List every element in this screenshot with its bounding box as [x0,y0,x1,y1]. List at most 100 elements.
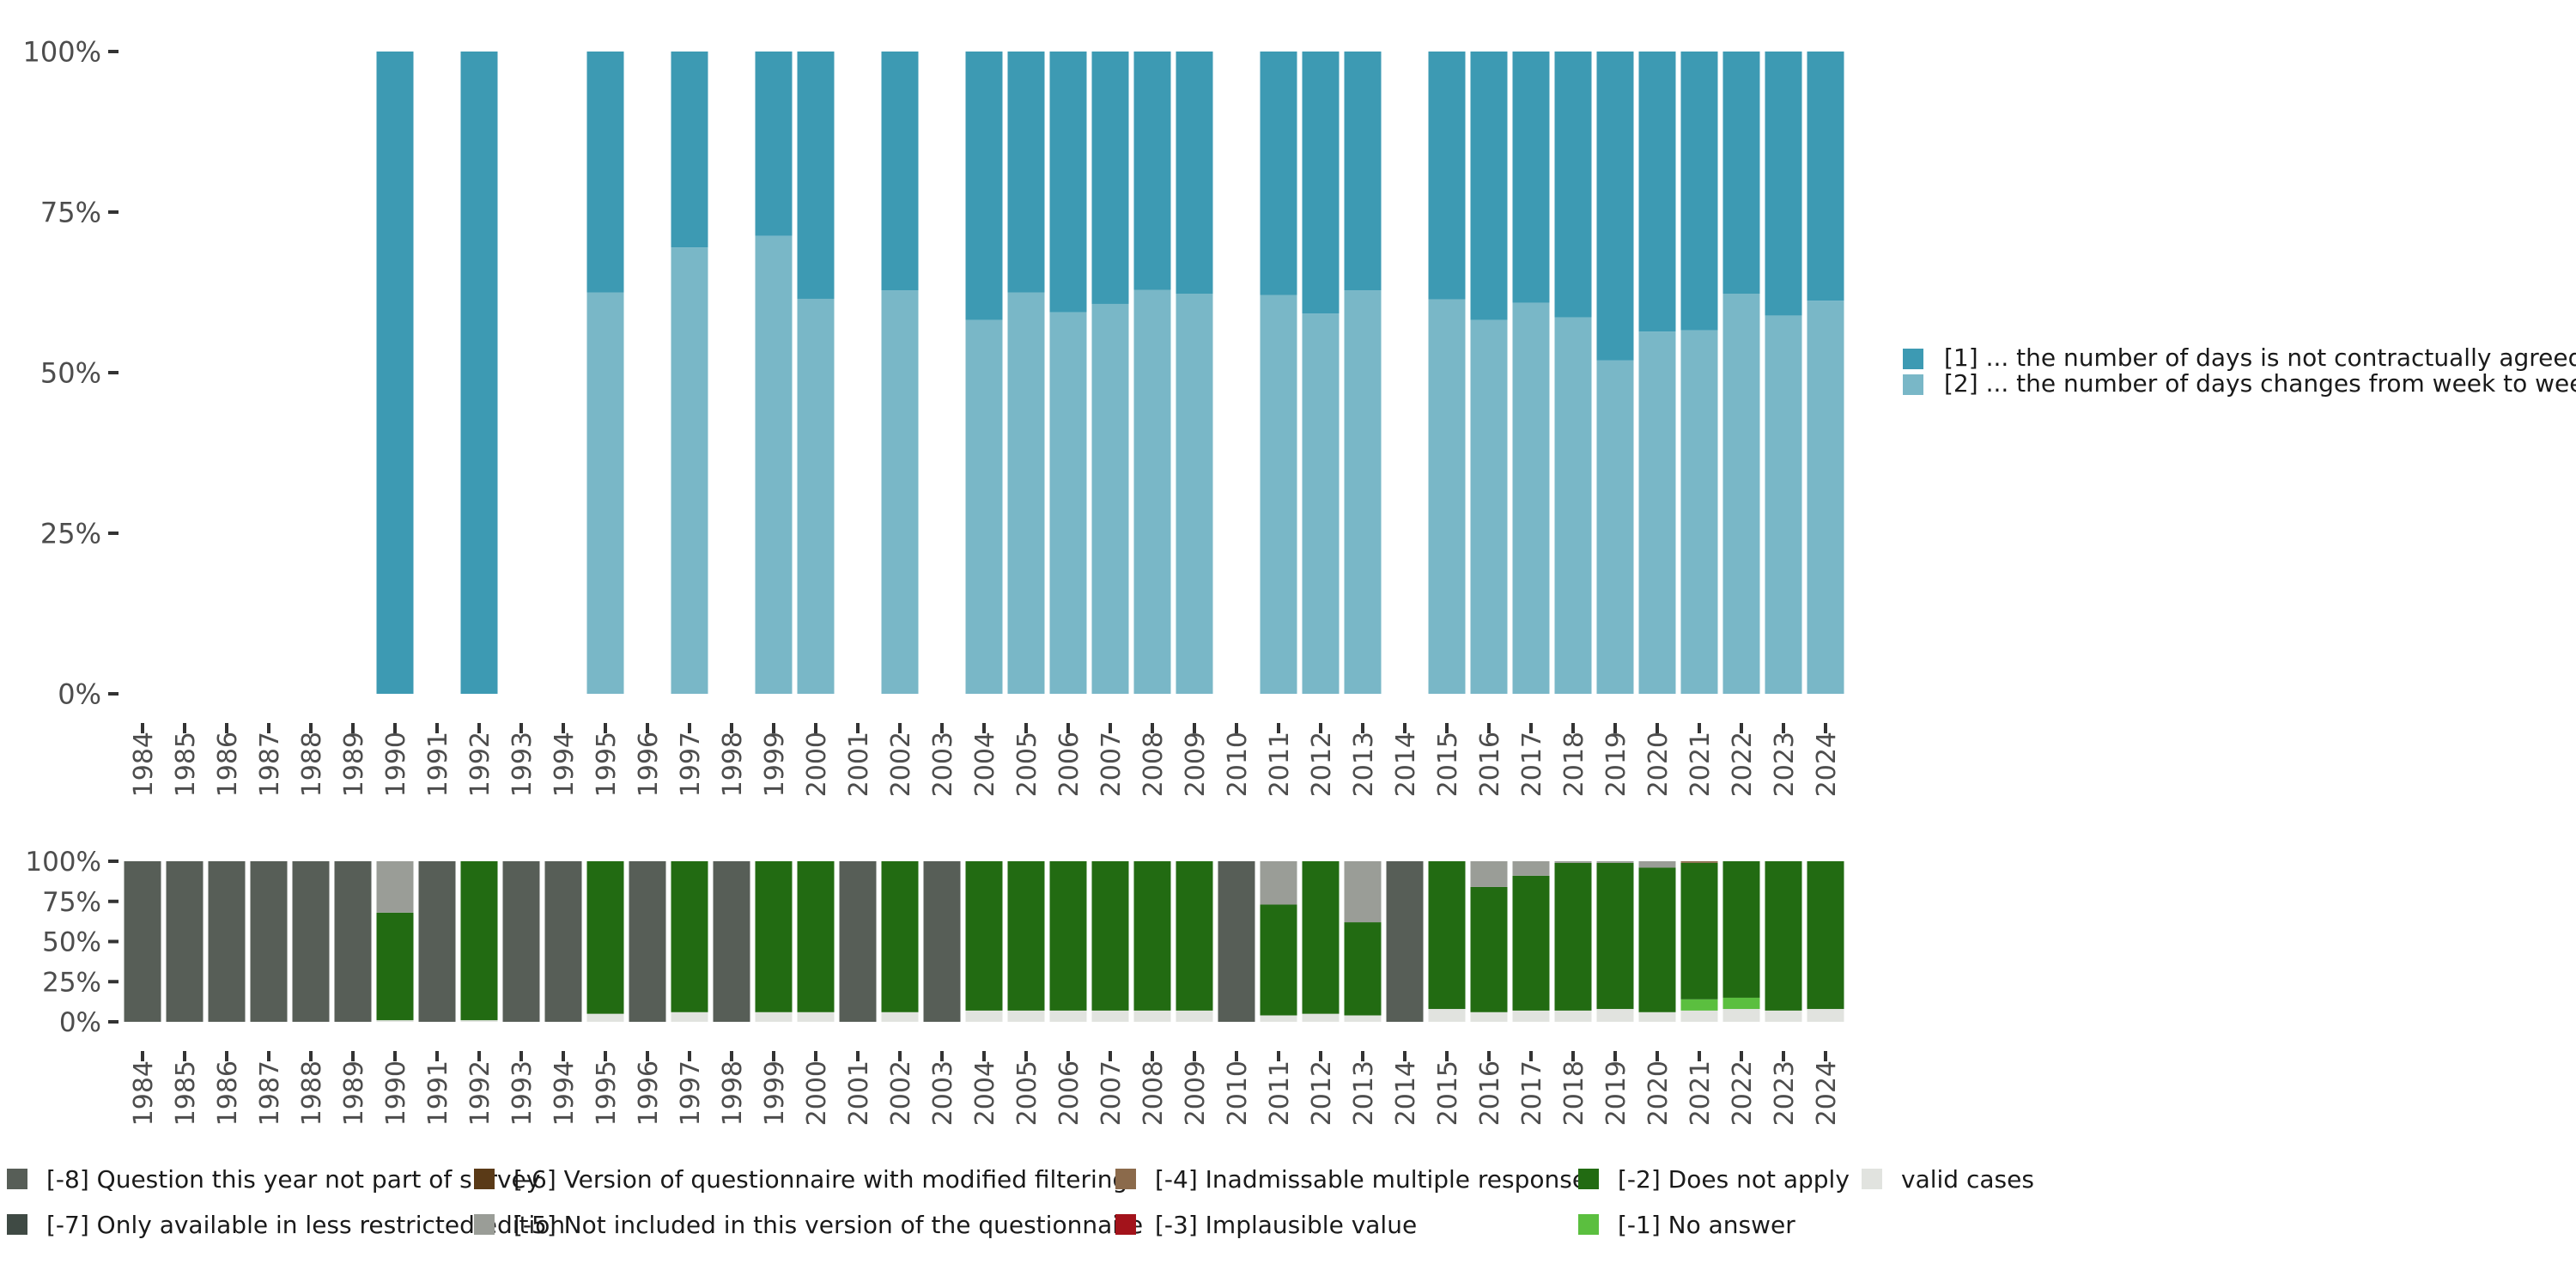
bar-segment [1007,292,1045,694]
x-tick-label: 2018 [1559,1060,1589,1126]
x-tick-label: 2010 [1223,1060,1253,1126]
bar-segment [1807,52,1844,301]
bar-segment [1596,862,1634,1010]
bar-segment [1428,861,1466,1010]
bar-segment [1133,861,1171,1011]
bar-segment [1765,315,1802,694]
bar-segment [1260,1015,1297,1022]
x-tick-label: 2000 [802,1060,832,1126]
x-tick-label: 1989 [339,1060,369,1126]
x-tick-label: 2004 [970,732,1000,797]
x-tick-label: 2020 [1643,732,1674,797]
bar-segment [1680,862,1718,999]
x-tick-label: 1993 [507,1060,538,1126]
bar-segment [1765,52,1802,316]
legend-label: [-4] Inadmissable multiple response [1155,1165,1587,1194]
x-tick-label: 2011 [1265,732,1295,797]
x-tick-label: 2013 [1349,1060,1379,1126]
legend-label: [1] ... the number of days is not contra… [1944,343,2576,372]
x-tick-label: 1994 [550,1060,580,1126]
bar-segment [1554,52,1592,318]
bar-segment [1049,861,1087,1011]
bar-segment [1007,861,1045,1011]
top-legend: [1] ... the number of days is not contra… [1903,343,2576,398]
x-tick-label: 2007 [1097,732,1127,797]
x-tick-label: 1984 [129,1060,159,1126]
x-tick-label: 1998 [718,1060,748,1126]
x-tick-label: 2008 [1139,732,1169,797]
y-tick-label: 0% [58,678,101,711]
x-tick-label: 2004 [970,1060,1000,1126]
bar-segment [1091,52,1129,304]
bar-segment [1260,52,1297,295]
y-tick-label: 75% [40,197,101,229]
x-tick-label: 1995 [592,732,622,797]
y-tick-label: 25% [40,518,101,550]
legend-label: [-8] Question this year not part of surv… [46,1165,540,1194]
x-tick-label: 1987 [255,1060,285,1126]
bar-segment [1344,290,1382,694]
bar-segment [881,1012,919,1022]
x-tick-label: 2003 [928,1060,958,1126]
bar-segment [1428,52,1466,300]
bar-segment [1133,289,1171,694]
bar-segment [1386,861,1424,1022]
bar-segment [1638,867,1676,1012]
bar-segment [418,861,456,1022]
legend-label: [-3] Implausible value [1155,1211,1417,1239]
x-tick-label: 1991 [423,1060,453,1126]
bar-segment [1260,295,1297,694]
x-tick-label: 2007 [1097,1060,1127,1126]
x-tick-label: 1996 [634,732,664,797]
bar-segment [1512,1010,1550,1022]
x-tick-label: 1999 [760,1060,790,1126]
top-chart: 0% 25% 50% 75% 100% 1984 1985 1986 1987 1988 1989 1… [23,36,1844,797]
bar-segment [755,861,793,1012]
bar-segment [755,235,793,694]
bar-segment [1512,861,1550,876]
x-tick-label: 2023 [1770,1060,1800,1126]
bar-segment [1596,52,1634,361]
x-tick-label: 2021 [1686,732,1716,797]
bar-segment [797,298,835,694]
bar-segment [1722,861,1760,998]
bar-segment [1680,52,1718,331]
bar-segment [797,52,835,299]
bar-segment [1722,293,1760,694]
legend-label: [-1] No answer [1618,1211,1795,1239]
x-tick-label: 1988 [297,1060,327,1126]
bar-segment [586,1013,624,1022]
bar-segment [1722,1009,1760,1022]
bar-segment [1091,1010,1129,1022]
bar-segment [1428,1009,1466,1022]
legend-swatch [474,1169,495,1189]
x-tick-label: 1984 [129,732,159,797]
x-tick-label: 2016 [1475,732,1505,797]
x-tick-label: 2015 [1433,732,1463,797]
x-tick-label: 2019 [1601,732,1631,797]
bar-segment [1512,52,1550,303]
x-tick-label: 2009 [1181,1060,1211,1126]
bar-segment [1512,875,1550,1011]
bar-segment [839,861,877,1022]
x-tick-label: 2011 [1265,1060,1295,1126]
bar-segment [713,861,750,1022]
bar-segment [1007,52,1045,293]
bar-segment [1302,52,1340,314]
x-tick-label: 2012 [1307,732,1337,797]
x-tick-label: 2013 [1349,732,1379,797]
legend-swatch [7,1169,27,1189]
bar-segment [1470,886,1508,1012]
bar-segment [1596,1009,1634,1022]
bar-segment [965,319,1003,694]
bar-segment [797,861,835,1012]
legend-swatch [1115,1169,1136,1189]
bar-segment [671,247,708,694]
bar-segment [208,861,246,1022]
bar-segment [1176,293,1213,694]
bar-segment [376,52,414,694]
x-tick-label: 2022 [1728,732,1758,797]
bar-segment [1260,904,1297,1016]
bar-segment [376,1020,414,1022]
